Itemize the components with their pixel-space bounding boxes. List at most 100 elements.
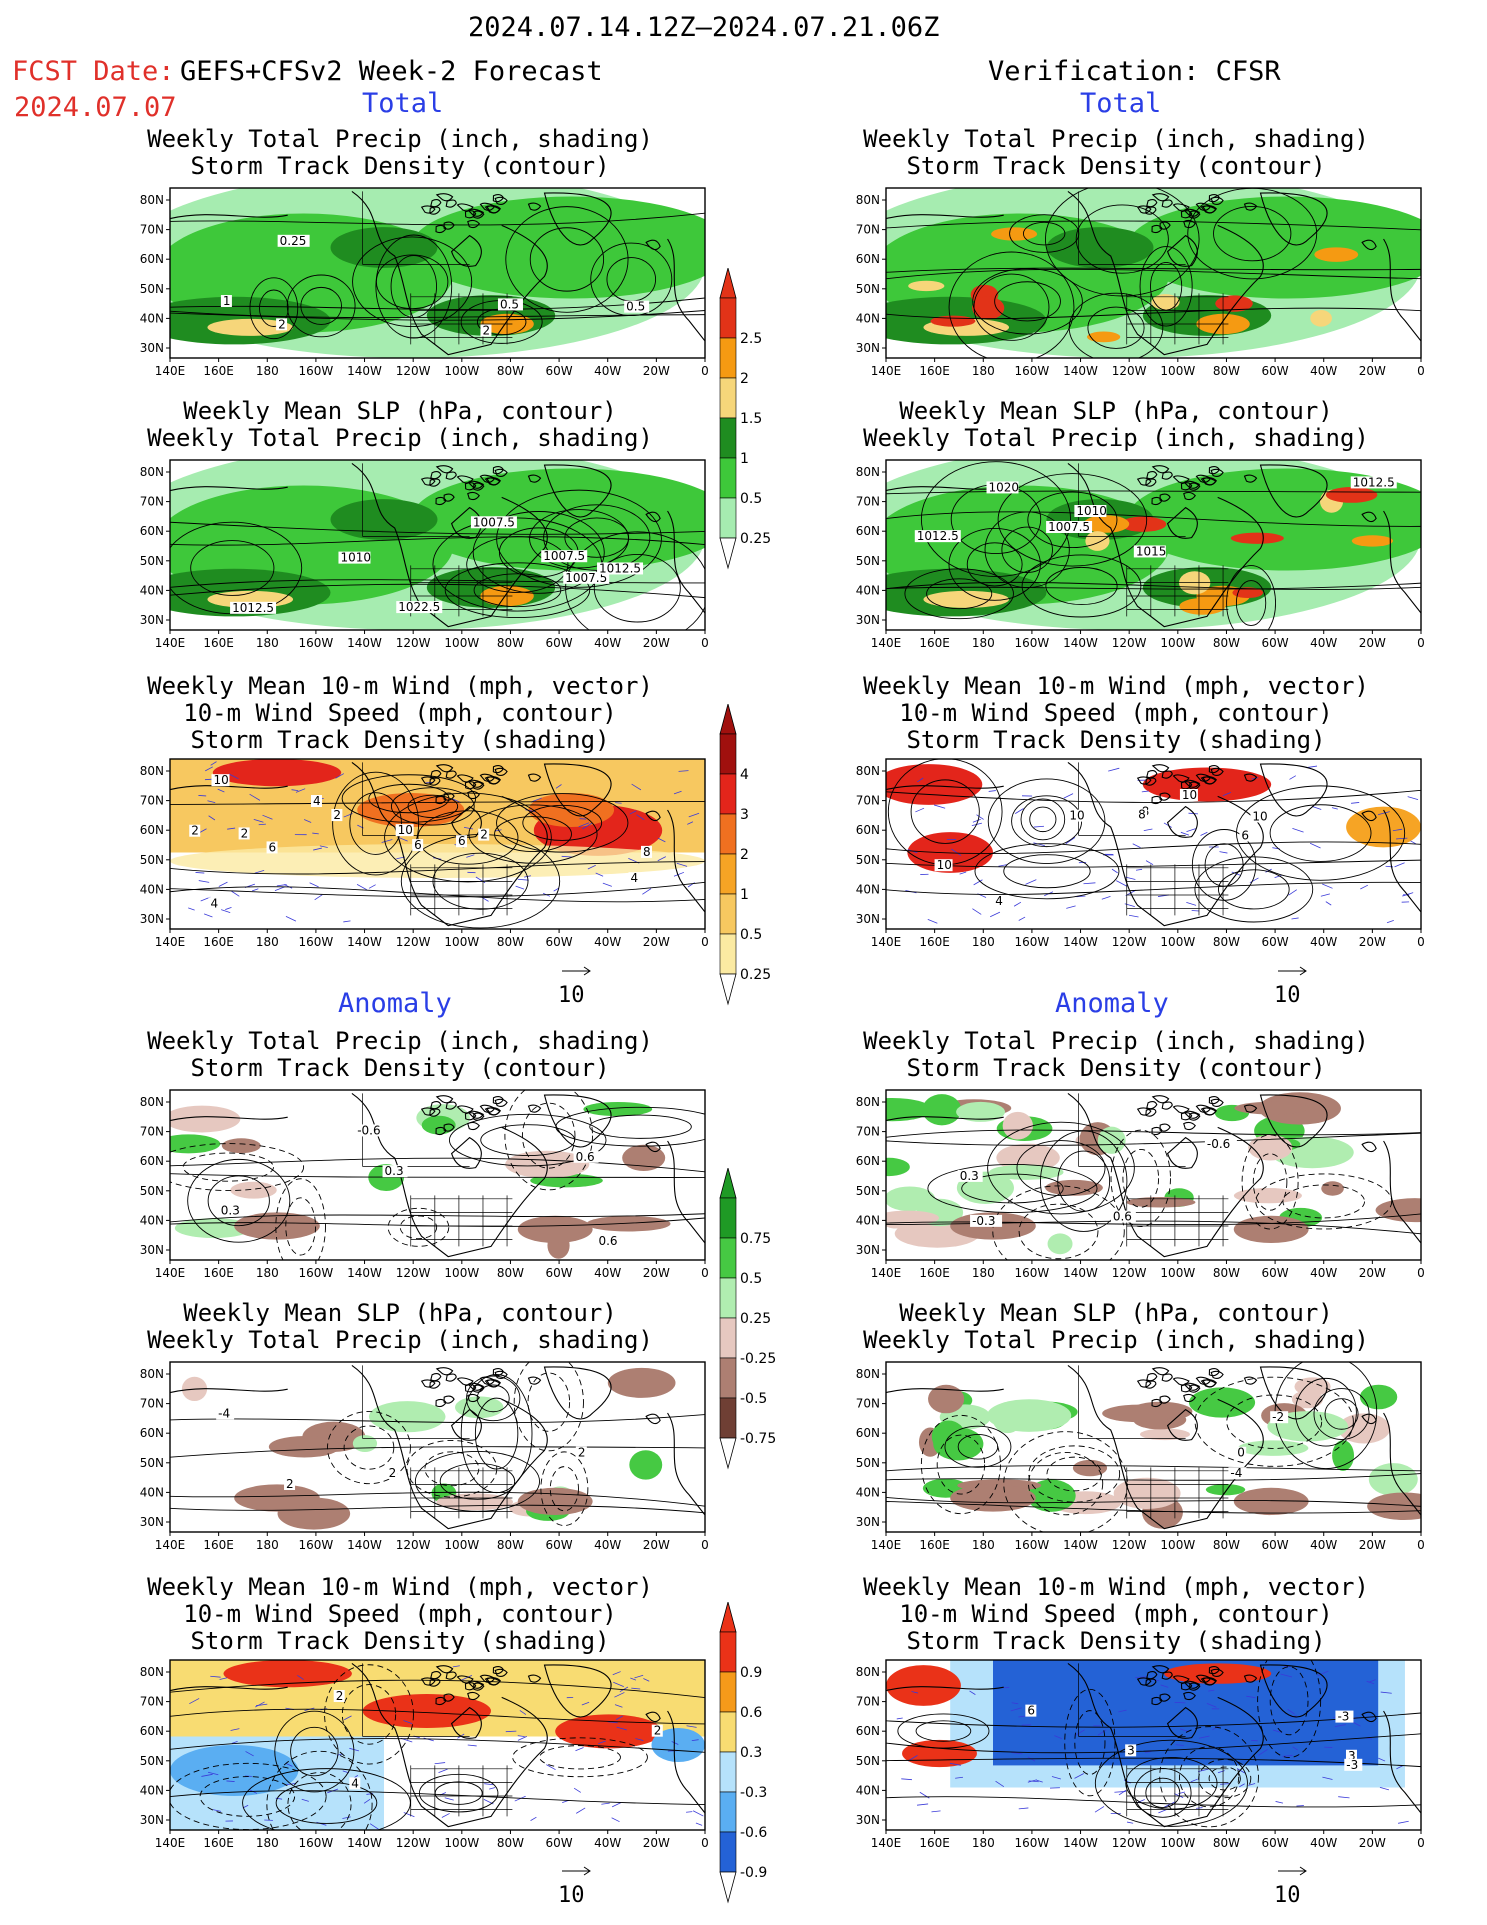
lon-tick-label: 20W bbox=[643, 935, 670, 949]
colorbar-storm-anom: 0.9 0.6 0.3 -0.3 -0.6 -0.9 bbox=[716, 1600, 806, 1916]
panel-title-r6: Weekly Mean 10-m Wind (mph, vector) 10-m … bbox=[826, 1574, 1406, 1655]
lat-tick-label: 40N bbox=[856, 1783, 880, 1797]
contour-label: -4 bbox=[1230, 1466, 1242, 1480]
lon-tick-label: 0 bbox=[701, 1836, 709, 1850]
lon-tick-label: 0 bbox=[1417, 364, 1425, 378]
map-svg: 80N 70N 60N 50N 40N 30N 140E 160E 180 160W 140W 120… bbox=[856, 187, 1425, 378]
lat-tick-label: 70N bbox=[856, 1125, 880, 1139]
lon-tick-label: 120W bbox=[1112, 1266, 1147, 1280]
map-verif-slp-precip: 1012.5 1010 1012.5 1007.5 1015 1020 80N 70N 60N 5… bbox=[836, 454, 1436, 658]
lat-tick-label: 80N bbox=[856, 1367, 880, 1381]
lon-tick-label: 160W bbox=[1015, 636, 1050, 650]
lat-tick-label: 80N bbox=[856, 1665, 880, 1679]
lon-tick-label: 140W bbox=[347, 1836, 382, 1850]
lat-tick-label: 40N bbox=[856, 1213, 880, 1227]
lon-tick-label: 140E bbox=[871, 1836, 902, 1850]
contour-label: 6 bbox=[1241, 828, 1249, 842]
map-verif-precip-storm-anom: -0.3 -0.6 0.6 0.3 80N 70N 60N 50N 40N 30N 140E 160E… bbox=[836, 1084, 1436, 1288]
lon-tick-label: 160W bbox=[1015, 1538, 1050, 1552]
lat-tick-label: 70N bbox=[856, 794, 880, 808]
contour-label: -4 bbox=[218, 1406, 230, 1420]
colorbar-label: -0.6 bbox=[740, 1825, 767, 1841]
lon-tick-label: 140E bbox=[871, 1266, 902, 1280]
lat-tick-label: 80N bbox=[140, 465, 164, 479]
colorbar-storm-total: 4 3 2 1 0.5 0.25 bbox=[716, 702, 806, 1018]
contour-label: 6 bbox=[1027, 1704, 1035, 1718]
lon-tick-label: 20W bbox=[1359, 1836, 1386, 1850]
colorbar-label: 1.5 bbox=[740, 411, 762, 427]
title-line: Weekly Mean SLP (hPa, contour) bbox=[899, 1299, 1333, 1327]
lat-tick-label: 70N bbox=[140, 223, 164, 237]
contour-label: 2 bbox=[278, 317, 286, 331]
map-svg: 1012.5 1010 1012.5 1007.5 1015 1020 80N 70N 60N 5… bbox=[856, 459, 1425, 650]
lon-tick-label: 40W bbox=[594, 364, 621, 378]
title-line: Storm Track Density (shading) bbox=[190, 726, 610, 754]
colorbar-label: 1 bbox=[740, 451, 749, 467]
panel-title-l4: Weekly Total Precip (inch, shading) Storm… bbox=[130, 1028, 670, 1082]
panel-title-r3: Weekly Mean 10-m Wind (mph, vector) 10-m … bbox=[826, 673, 1406, 754]
colorbar-cap-top bbox=[719, 702, 737, 735]
colorbar-swatch bbox=[719, 813, 737, 855]
lon-tick-label: 0 bbox=[701, 636, 709, 650]
contour-label: 2 bbox=[336, 1689, 344, 1703]
lat-tick-label: 40N bbox=[140, 1783, 164, 1797]
lon-tick-label: 20W bbox=[643, 364, 670, 378]
lat-tick-label: 70N bbox=[856, 1695, 880, 1709]
lat-tick-label: 40N bbox=[856, 882, 880, 896]
lon-tick-label: 180 bbox=[972, 364, 995, 378]
lon-tick-label: 100W bbox=[444, 1538, 479, 1552]
colorbar-cap-top bbox=[719, 266, 737, 299]
lon-tick-label: 120W bbox=[396, 364, 431, 378]
lon-tick-label: 0 bbox=[1417, 1266, 1425, 1280]
contour-label: 0.3 bbox=[960, 1169, 979, 1183]
lon-tick-label: 100W bbox=[444, 636, 479, 650]
contour-label: 1012.5 bbox=[232, 601, 274, 615]
colorbar-swatch bbox=[719, 1317, 737, 1359]
colorbar-swatch bbox=[719, 733, 737, 775]
lat-tick-label: 60N bbox=[856, 1724, 880, 1738]
vector-ref-l3: 10 bbox=[558, 962, 598, 1008]
lat-tick-label: 30N bbox=[140, 1813, 164, 1827]
map-verif-wind-storm-anom: 6 -3 3 -3 3 80N 70N 60N 50N 40N 30N 140E 160E 180 160W… bbox=[836, 1654, 1436, 1858]
colorbar-label: 0.25 bbox=[740, 531, 771, 547]
contour-label: 0.3 bbox=[221, 1204, 240, 1218]
colorbar-label: 1 bbox=[740, 887, 749, 903]
lon-tick-label: 40W bbox=[1310, 1266, 1337, 1280]
vector-ref-label: 10 bbox=[1274, 983, 1301, 1008]
lon-tick-label: 20W bbox=[1359, 935, 1386, 949]
lon-tick-label: 180 bbox=[256, 1538, 279, 1552]
vector-ref-arrow bbox=[562, 966, 591, 976]
lon-tick-label: 0 bbox=[701, 1266, 709, 1280]
colorbar-swatch bbox=[719, 457, 737, 499]
contour-label: 1007.5 bbox=[543, 549, 585, 563]
contour-label: 2 bbox=[333, 808, 341, 822]
lon-tick-label: 80W bbox=[1213, 636, 1240, 650]
lon-tick-label: 80W bbox=[497, 636, 524, 650]
lon-tick-label: 120W bbox=[1112, 1836, 1147, 1850]
lat-tick-label: 60N bbox=[140, 252, 164, 266]
map-verif-precip-storm: 80N 70N 60N 50N 40N 30N 140E 160E 180 160W 140W 120… bbox=[836, 182, 1436, 386]
contour-label: 10 bbox=[1069, 809, 1084, 823]
title-line: Weekly Mean 10-m Wind (mph, vector) bbox=[147, 1573, 653, 1601]
lat-tick-label: 80N bbox=[856, 1095, 880, 1109]
lon-tick-label: 180 bbox=[972, 636, 995, 650]
contour-label: 10 bbox=[398, 823, 413, 837]
panel-title-l3: Weekly Mean 10-m Wind (mph, vector) 10-m … bbox=[110, 673, 690, 754]
title-line: 10-m Wind Speed (mph, contour) bbox=[899, 1600, 1333, 1628]
title-line: Weekly Mean SLP (hPa, contour) bbox=[183, 1299, 617, 1327]
lon-tick-label: 120W bbox=[1112, 636, 1147, 650]
lon-tick-label: 160W bbox=[299, 935, 334, 949]
lon-tick-label: 40W bbox=[1310, 1836, 1337, 1850]
colorbar-label: -0.9 bbox=[740, 1865, 767, 1881]
lon-tick-label: 80W bbox=[497, 935, 524, 949]
colorbar-swatch bbox=[719, 1711, 737, 1753]
lon-tick-label: 160E bbox=[203, 1836, 234, 1850]
title-line: Weekly Total Precip (inch, shading) bbox=[147, 1027, 653, 1055]
contour-label: 1020 bbox=[989, 480, 1020, 494]
lat-tick-label: 80N bbox=[856, 193, 880, 207]
lat-tick-label: 50N bbox=[140, 1754, 164, 1768]
lon-tick-label: 60W bbox=[546, 364, 573, 378]
contour-label: 6 bbox=[269, 840, 277, 854]
lat-tick-label: 80N bbox=[140, 1665, 164, 1679]
